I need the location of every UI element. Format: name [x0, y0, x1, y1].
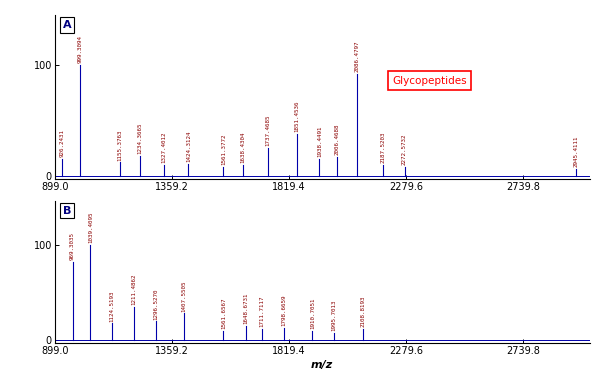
Text: 1648.6731: 1648.6731 — [243, 293, 248, 325]
Text: B: B — [63, 206, 71, 216]
Text: 2272.5732: 2272.5732 — [402, 134, 407, 165]
Text: 2006.4688: 2006.4688 — [334, 124, 339, 155]
Text: 1711.7117: 1711.7117 — [259, 296, 264, 327]
Text: 1737.4685: 1737.4685 — [266, 115, 271, 146]
Text: 1638.4304: 1638.4304 — [241, 131, 246, 163]
Text: Glycopeptides: Glycopeptides — [392, 76, 466, 85]
Text: 969.3035: 969.3035 — [70, 232, 75, 260]
Text: A: A — [63, 20, 71, 30]
Text: 1910.7051: 1910.7051 — [310, 298, 315, 329]
Text: 1561.3772: 1561.3772 — [221, 134, 226, 165]
Text: 1155.3763: 1155.3763 — [117, 129, 122, 161]
Text: 1424.3124: 1424.3124 — [186, 130, 191, 162]
Text: 926.2431: 926.2431 — [59, 129, 64, 157]
Text: 1407.5505: 1407.5505 — [182, 280, 187, 312]
Text: 2187.5203: 2187.5203 — [381, 131, 385, 163]
Text: 1234.3665: 1234.3665 — [137, 123, 143, 154]
Text: 2108.8193: 2108.8193 — [361, 296, 365, 327]
X-axis label: m/z: m/z — [311, 360, 333, 370]
Text: 1296.5270: 1296.5270 — [153, 288, 159, 320]
Text: 2086.4797: 2086.4797 — [354, 41, 359, 72]
Text: 1327.4012: 1327.4012 — [161, 131, 167, 163]
Text: 1938.4491: 1938.4491 — [317, 126, 322, 157]
Text: 1124.5193: 1124.5193 — [109, 290, 115, 322]
Text: 1561.6567: 1561.6567 — [221, 298, 226, 329]
Text: 1995.7013: 1995.7013 — [331, 300, 336, 331]
Text: 1798.6659: 1798.6659 — [282, 295, 286, 326]
Text: 1039.4095: 1039.4095 — [88, 211, 93, 243]
Text: 1211.4862: 1211.4862 — [132, 274, 137, 305]
Text: 2945.4111: 2945.4111 — [573, 136, 578, 167]
Text: 1851.4536: 1851.4536 — [295, 100, 300, 132]
Text: 999.3094: 999.3094 — [78, 35, 83, 63]
